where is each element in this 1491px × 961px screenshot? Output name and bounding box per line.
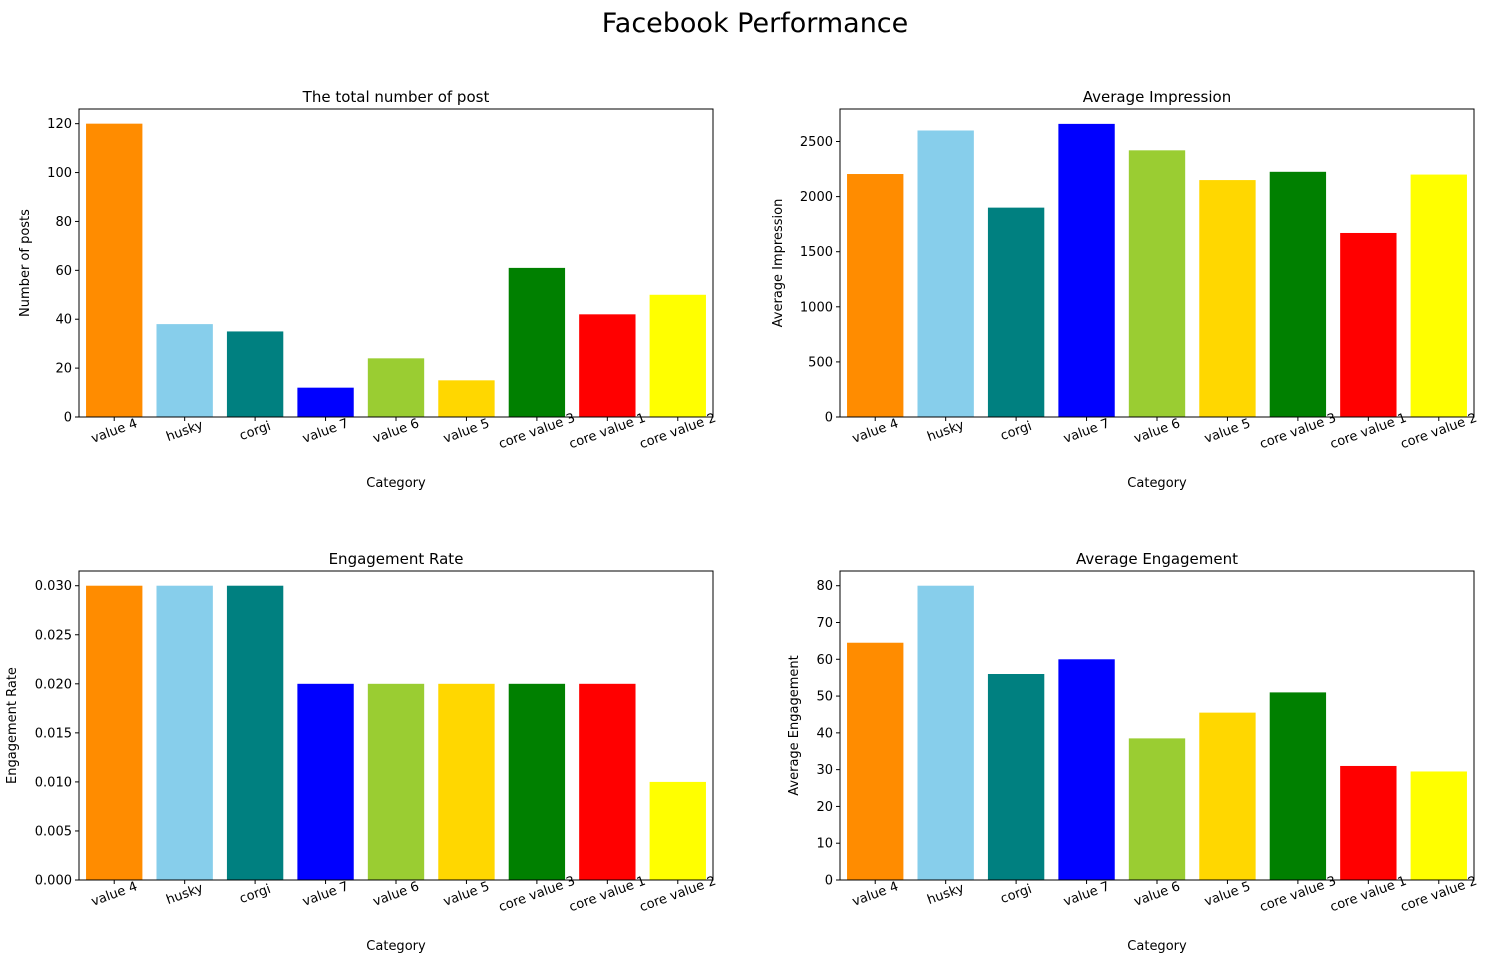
x-tick-label: corgi	[999, 882, 1034, 907]
y-tick-label: 0.010	[35, 775, 72, 790]
y-tick-label: 50	[816, 690, 833, 705]
chart-title: The total number of post	[302, 88, 490, 106]
y-tick-label: 120	[47, 117, 72, 132]
y-tick-label: 0	[825, 874, 833, 889]
y-tick-label: 1500	[800, 245, 833, 260]
x-tick-label: husky	[925, 418, 966, 445]
bar-core-value-2	[1410, 174, 1467, 417]
bar-husky	[917, 585, 974, 880]
bar-core-value-3	[1269, 692, 1327, 880]
bar-core-value-1	[579, 314, 636, 417]
y-tick-label: 70	[816, 616, 833, 631]
bar-value-4	[86, 123, 143, 418]
y-tick-label: 2500	[800, 135, 833, 150]
y-tick-label: 20	[816, 800, 833, 815]
bar-core-value-3	[508, 267, 566, 417]
x-tick-label: husky	[164, 418, 205, 445]
bar-value-5	[1199, 180, 1256, 417]
y-tick-label: 500	[808, 355, 833, 370]
bar-value-6	[1128, 150, 1186, 417]
bar-core-value-1	[1340, 765, 1397, 880]
x-tick-label: corgi	[999, 419, 1034, 444]
x-axis-label: Category	[1127, 939, 1187, 954]
y-tick-label: 0.005	[35, 824, 72, 839]
y-tick-label: 0.025	[35, 628, 72, 643]
bar-value-7	[297, 683, 354, 880]
bar-husky	[156, 324, 213, 417]
x-axis-label: Category	[366, 476, 426, 491]
bar-value-6	[367, 358, 425, 417]
chart-title: Average Engagement	[1076, 550, 1238, 568]
bar-core-value-3	[1269, 171, 1327, 417]
chart-title: Average Impression	[1083, 88, 1231, 106]
y-tick-label: 0	[64, 411, 72, 426]
bar-core-value-1	[579, 683, 636, 880]
y-tick-label: 0.030	[35, 579, 72, 594]
bar-value-4	[847, 642, 904, 880]
bar-value-7	[1058, 659, 1115, 880]
y-tick-label: 2000	[800, 190, 833, 205]
x-tick-label: husky	[925, 881, 966, 908]
y-tick-label: 10	[816, 837, 833, 852]
bar-corgi	[987, 674, 1045, 880]
y-tick-label: 40	[55, 313, 72, 328]
y-tick-label: 0.015	[35, 726, 72, 741]
bar-value-5	[438, 683, 495, 880]
chart-title: Engagement Rate	[329, 550, 464, 568]
bar-corgi	[987, 207, 1045, 417]
x-tick-label: husky	[164, 881, 205, 908]
y-tick-label: 1000	[800, 300, 833, 315]
bar-core-value-2	[649, 294, 706, 417]
bar-value-6	[367, 683, 425, 880]
bar-value-5	[1199, 712, 1256, 881]
y-axis-label: Engagement Rate	[5, 667, 20, 784]
x-tick-label: corgi	[238, 419, 273, 444]
y-tick-label: 0.020	[35, 677, 72, 692]
figure-title: Facebook Performance	[602, 8, 909, 39]
chart-panel-3: 0.0000.0050.0100.0150.0200.0250.030value…	[5, 550, 718, 954]
bar-value-4	[86, 585, 143, 880]
y-axis-label: Average Engagement	[787, 655, 802, 795]
bar-value-7	[297, 387, 354, 417]
bar-value-4	[847, 174, 904, 417]
y-tick-label: 40	[816, 726, 833, 741]
bar-core-value-3	[508, 683, 566, 880]
bar-corgi	[226, 331, 284, 417]
bar-core-value-2	[649, 781, 706, 880]
y-tick-label: 60	[55, 264, 72, 279]
y-axis-label: Number of posts	[18, 209, 33, 317]
y-axis-label: Average Impression	[771, 199, 786, 328]
y-tick-label: 80	[816, 579, 833, 594]
bar-corgi	[226, 585, 284, 880]
bar-value-6	[1128, 738, 1186, 881]
y-tick-label: 20	[55, 362, 72, 377]
bar-core-value-2	[1410, 771, 1467, 880]
bar-husky	[156, 585, 213, 880]
x-tick-label: corgi	[238, 882, 273, 907]
bar-value-7	[1058, 123, 1115, 417]
bar-core-value-1	[1340, 232, 1397, 417]
y-tick-label: 80	[55, 215, 72, 230]
y-tick-label: 60	[816, 653, 833, 668]
y-tick-label: 100	[47, 166, 72, 181]
bar-value-5	[438, 380, 495, 417]
y-tick-label: 0.000	[35, 874, 72, 889]
y-tick-label: 30	[816, 763, 833, 778]
y-tick-label: 0	[825, 411, 833, 426]
x-axis-label: Category	[1127, 476, 1187, 491]
bar-husky	[917, 130, 974, 418]
x-axis-label: Category	[366, 939, 426, 954]
